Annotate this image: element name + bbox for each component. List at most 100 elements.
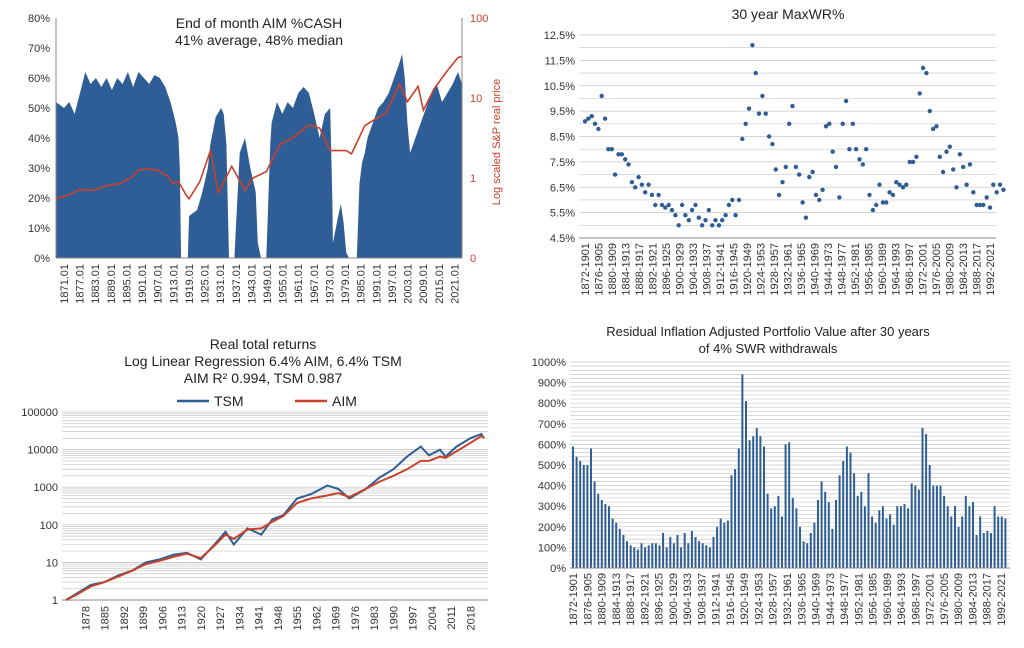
- maxwr-x-tick-label: 1980-2009: [945, 243, 957, 296]
- residual-bar: [939, 485, 942, 568]
- maxwr-point: [843, 98, 849, 104]
- maxwr-point: [984, 195, 989, 200]
- maxwr-y-tick-label: 11.5%: [545, 55, 576, 67]
- residual-bar: [813, 522, 816, 568]
- residual-bar: [665, 547, 668, 568]
- cash-x-tick-label: 1973.01: [324, 264, 336, 304]
- maxwr-point: [957, 152, 963, 157]
- residual-bar: [961, 516, 964, 568]
- residual-bar: [954, 506, 956, 568]
- residual-x-tick-label: 1976-2005: [939, 573, 951, 626]
- maxwr-point: [800, 200, 805, 205]
- residual-bar: [719, 518, 722, 568]
- residual-x-tick-label: 1960-1989: [882, 573, 894, 626]
- maxwr-point: [730, 197, 735, 203]
- maxwr-point: [770, 141, 775, 147]
- cash-x-tick-label: 1955.01: [278, 264, 290, 304]
- residual-bar: [791, 498, 794, 568]
- residual-bar: [943, 495, 946, 568]
- maxwr-point: [663, 205, 668, 210]
- residual-bar: [611, 518, 614, 568]
- maxwr-point: [616, 152, 621, 157]
- residual-bar: [899, 506, 902, 568]
- maxwr-point: [683, 213, 688, 218]
- cash-x-tick-label: 1907.01: [153, 264, 165, 304]
- maxwr-point: [987, 205, 993, 210]
- cash-left-tick-label: 20%: [28, 193, 50, 205]
- returns-title-line2: Log Linear Regression 6.4% AIM, 6.4% TSM: [124, 353, 402, 369]
- residual-bar: [979, 516, 982, 568]
- cash-x-ticks: 1871.01 1877.01 1883.01 1889.01 1895.01 1901.…: [59, 264, 461, 304]
- maxwr-x-tick-label: 1880-1909: [607, 243, 619, 296]
- maxwr-point: [807, 174, 812, 180]
- maxwr-point: [706, 207, 711, 213]
- maxwr-gridlines: [579, 34, 996, 239]
- maxwr-chart: 4.5%5.5%6.5%7.5%8.5%9.5%10.5%11.5%12.5% …: [544, 6, 1006, 296]
- maxwr-point: [592, 121, 598, 127]
- maxwr-x-tick-label: 1908-1937: [702, 243, 714, 296]
- tsm-line-series: [65, 432, 485, 601]
- residual-bar: [654, 543, 657, 568]
- maxwr-point: [803, 215, 809, 220]
- maxwr-point: [609, 147, 614, 152]
- maxwr-point: [599, 93, 604, 99]
- residual-bar: [593, 481, 596, 568]
- residual-bar: [773, 506, 776, 568]
- maxwr-point: [860, 162, 865, 167]
- residual-bar: [845, 446, 848, 568]
- residual-x-tick-label: 1972-2001: [925, 573, 937, 626]
- cash-left-tick-label: 40%: [28, 133, 50, 145]
- residual-bar: [712, 537, 715, 568]
- residual-bar: [726, 520, 729, 568]
- maxwr-y-tick-label: 4.5%: [550, 233, 575, 245]
- returns-x-tick-label: 1990: [388, 606, 400, 630]
- residual-bar: [878, 510, 881, 568]
- maxwr-point: [676, 223, 681, 228]
- residual-bar: [892, 524, 895, 568]
- maxwr-point: [954, 185, 959, 190]
- residual-bar: [817, 500, 819, 568]
- residual-bar: [683, 533, 686, 568]
- returns-y-tick-label: 1: [52, 595, 58, 607]
- cash-x-tick-label: 1913.01: [168, 264, 180, 304]
- residual-x-tick-label: 1888-1917: [625, 573, 637, 626]
- residual-bar: [990, 533, 992, 568]
- maxwr-point: [723, 213, 728, 218]
- residual-bar: [590, 448, 592, 568]
- residual-title-line1: Residual Inflation Adjusted Portfolio Va…: [606, 324, 930, 339]
- maxwr-y-ticks: 4.5% 5.5% 6.5% 7.5% 8.5% 9.5% 10.5% 11.5% 12.5%: [544, 30, 575, 245]
- maxwr-y-tick-label: 8.5%: [550, 132, 575, 144]
- maxwr-point: [797, 172, 802, 177]
- residual-y-tick-label: 500%: [538, 460, 566, 472]
- cash-x-tick-label: 2021.01: [449, 264, 461, 304]
- residual-x-tick-label: 1884-1913: [611, 573, 623, 626]
- cash-chart: 0% 10% 20% 30% 40% 50% 60% 70% 80% 0 1 10 100 1871.…: [28, 13, 503, 304]
- residual-bar: [795, 508, 798, 568]
- returns-x-tick-label: 1983: [369, 606, 381, 630]
- maxwr-point: [689, 207, 695, 213]
- residual-x-tick-label: 1956-1985: [868, 573, 880, 626]
- residual-y-tick-label: 1000%: [532, 357, 566, 369]
- residual-bar: [885, 518, 888, 568]
- maxwr-point: [589, 114, 594, 119]
- maxwr-point: [810, 169, 815, 175]
- residual-y-ticks: 0% 100% 200% 300% 400% 500% 600% 700% 800% 900% 10…: [532, 357, 566, 575]
- residual-bar: [690, 530, 693, 568]
- residual-bar: [658, 545, 661, 568]
- maxwr-y-tick-label: 7.5%: [550, 157, 575, 169]
- returns-y-tick-label: 1000: [34, 482, 58, 494]
- maxwr-point: [920, 65, 926, 71]
- maxwr-point: [582, 119, 588, 124]
- maxwr-points: [582, 43, 1006, 228]
- residual-bar: [741, 374, 744, 568]
- maxwr-point: [864, 147, 869, 152]
- maxwr-point: [900, 185, 906, 190]
- residual-x-tick-label: 1936-1965: [796, 573, 808, 626]
- maxwr-x-tick-label: 1956-1985: [864, 243, 876, 296]
- residual-bar: [950, 516, 953, 568]
- returns-y-ticks: 1 10 100 1000 10000 100000: [21, 407, 58, 607]
- returns-chart: 1 10 100 1000 10000 100000 1878 1885 1892 1899 19…: [21, 336, 488, 630]
- residual-bar: [1000, 516, 1003, 568]
- residual-bar: [820, 481, 823, 568]
- residual-bar: [572, 446, 574, 568]
